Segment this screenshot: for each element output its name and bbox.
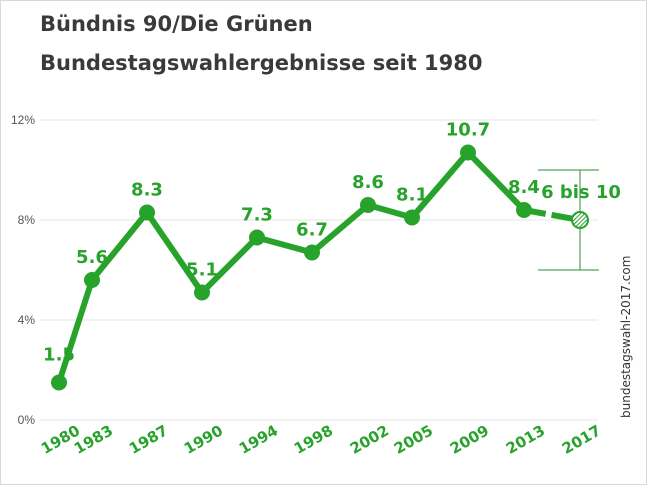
- data-point: [249, 229, 265, 246]
- y-tick-label: 4%: [18, 313, 36, 327]
- data-label: 7.3: [241, 205, 273, 226]
- series-line: [56, 149, 527, 386]
- data-label: 6.7: [296, 220, 328, 241]
- x-tick-label: 2002: [347, 421, 392, 457]
- chart-title: Bündnis 90/Die Grünen: [40, 12, 313, 36]
- x-tick-label: 1990: [181, 421, 226, 457]
- data-label: 8.1: [396, 185, 428, 206]
- data-point: [51, 374, 67, 391]
- data-point: [304, 244, 320, 261]
- x-tick-label: 2013: [503, 421, 548, 457]
- data-point: [516, 202, 532, 218]
- data-point: [404, 209, 420, 226]
- data-label: 5.6: [76, 247, 108, 268]
- data-point: [84, 272, 100, 288]
- data-label: 8.6: [352, 172, 384, 193]
- data-label: 8.3: [131, 180, 163, 201]
- data-label: 5.1: [186, 260, 218, 281]
- data-point: [139, 204, 155, 221]
- data-point-projection: [571, 211, 589, 229]
- data-point: [360, 197, 376, 213]
- x-tick-label: 2005: [391, 421, 436, 457]
- x-tick-label: 1998: [291, 421, 336, 457]
- data-point: [460, 144, 476, 161]
- y-tick-label: 0%: [18, 413, 36, 427]
- data-point: [194, 284, 210, 301]
- data-label: 10.7: [446, 120, 490, 141]
- y-tick-label: 12%: [11, 113, 35, 127]
- x-tick-label: 2009: [447, 421, 492, 457]
- y-tick-label: 8%: [18, 213, 36, 227]
- data-label: 1.5: [43, 345, 75, 366]
- data-label: 6 bis 10: [541, 182, 621, 203]
- data-label: 8.4: [508, 177, 540, 198]
- x-tick-label: 1983: [71, 421, 116, 457]
- x-tick-label: 2017: [559, 421, 604, 457]
- x-tick-label: 1987: [126, 421, 171, 457]
- x-tick-label: 1994: [236, 421, 281, 457]
- chart-subtitle: Bundestagswahlergebnisse seit 1980: [40, 51, 483, 75]
- projection-line: [523, 207, 581, 223]
